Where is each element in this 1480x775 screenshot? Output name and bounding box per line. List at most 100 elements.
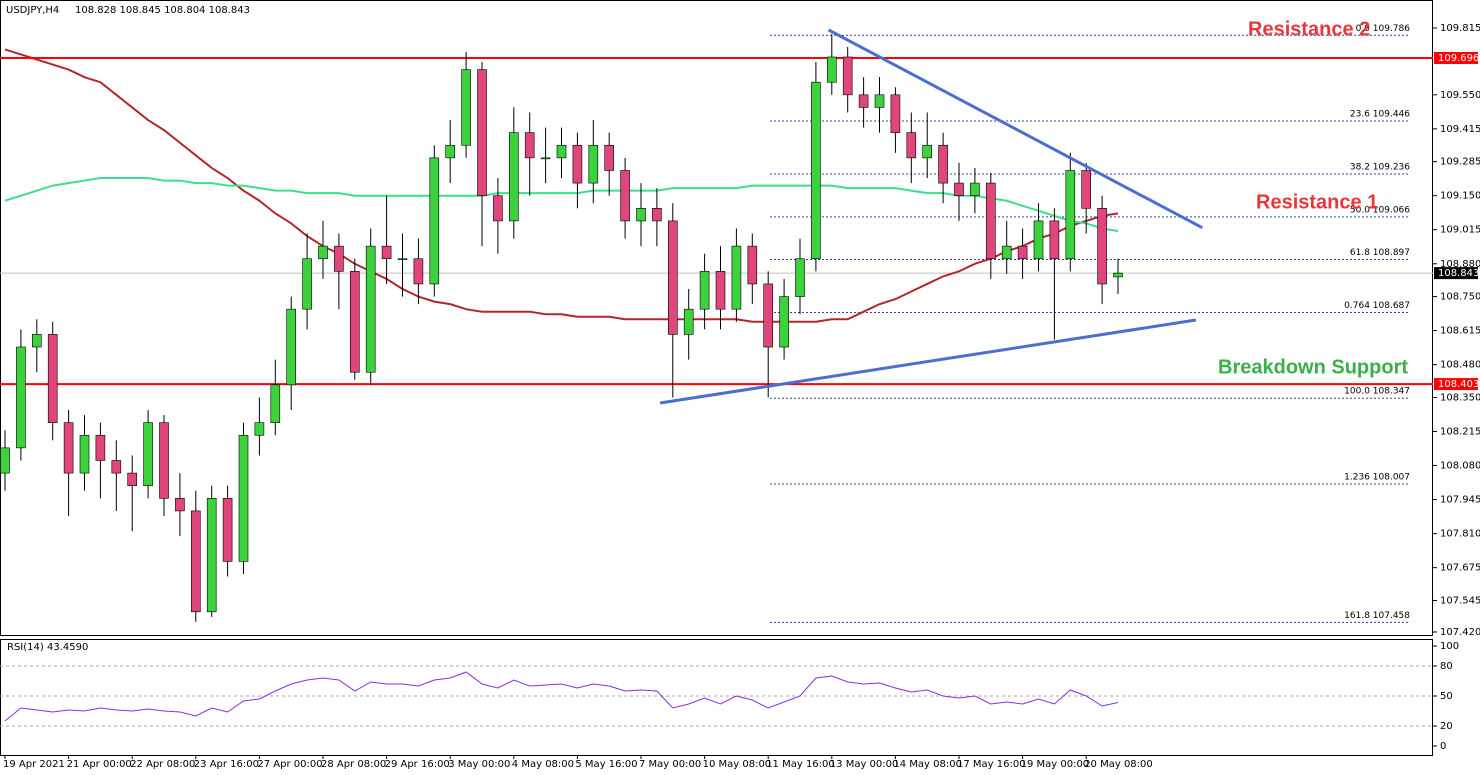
- x-tick-label: 23 Apr 16:00: [194, 759, 259, 770]
- x-tick-label: 10 May 08:00: [703, 759, 772, 770]
- annotation: Resistance 2: [1248, 18, 1370, 40]
- x-tick-label: 19 May 00:00: [1021, 759, 1090, 770]
- price-label: 108.403: [1438, 379, 1479, 390]
- candle-body: [699, 271, 710, 310]
- candle-body: [334, 245, 344, 272]
- fib-label: 50.0 109.066: [1350, 205, 1410, 215]
- fib-label: 61.8 108.897: [1350, 248, 1410, 258]
- x-tick-label: 13 May 00:00: [830, 759, 899, 770]
- candle-body: [397, 258, 408, 261]
- fib-label: 0.0 109.786: [1356, 24, 1411, 34]
- candle-body: [477, 69, 487, 196]
- price-label-box: [1434, 52, 1478, 65]
- candle-body: [318, 245, 328, 260]
- candle-body: [1033, 220, 1044, 260]
- y-tick-label: 109.015: [1440, 225, 1480, 236]
- candle-body: [191, 510, 201, 613]
- header-values: 108.828 108.845 108.804 108.843: [75, 5, 250, 16]
- candle-body: [302, 258, 312, 310]
- fib-label: 161.8 107.458: [1344, 611, 1410, 621]
- x-tick-label: 22 Apr 08:00: [130, 759, 195, 770]
- price-label-box: [1434, 378, 1478, 391]
- candle-body: [636, 208, 646, 222]
- candle-body: [429, 157, 440, 285]
- candle-body: [922, 144, 933, 159]
- moving-average: [4, 177, 1119, 232]
- candle-body: [588, 144, 599, 184]
- fib-label: 23.6 109.446: [1350, 110, 1410, 120]
- candle-body: [540, 157, 551, 160]
- candle-body: [143, 422, 153, 487]
- rsi-tick-label: 50: [1440, 691, 1453, 702]
- x-tick-label: 29 Apr 16:00: [385, 759, 450, 770]
- x-tick-label: 5 May 16:00: [575, 759, 637, 770]
- candle-body: [349, 271, 360, 373]
- x-tick-label: 20 May 08:00: [1084, 759, 1153, 770]
- y-tick-label: 107.945: [1440, 495, 1480, 506]
- price-panel: [0, 0, 1433, 636]
- y-tick-label: 108.750: [1440, 292, 1480, 303]
- x-tick-label: 11 May 16:00: [766, 759, 835, 770]
- y-tick-label: 108.215: [1440, 426, 1480, 437]
- y-tick-label: 108.080: [1440, 461, 1480, 472]
- candle-body: [238, 434, 249, 562]
- rsi-tick-label: 80: [1440, 661, 1453, 672]
- candle-body: [206, 498, 217, 613]
- y-tick-label: 109.285: [1440, 157, 1480, 168]
- y-tick-label: 109.415: [1440, 124, 1480, 135]
- candle-body: [556, 144, 567, 159]
- candle-body: [858, 94, 869, 108]
- rsi-line: [4, 671, 1119, 722]
- x-tick-label: 27 Apr 00:00: [257, 759, 322, 770]
- candle-body: [874, 94, 885, 108]
- candle-body: [524, 132, 535, 159]
- y-tick-label: 107.420: [1440, 627, 1480, 638]
- candle-body: [906, 132, 917, 159]
- candle-body: [826, 56, 837, 83]
- candle-body: [111, 460, 122, 474]
- fib-label: 38.2 109.236: [1350, 163, 1410, 173]
- price-label-box: [1434, 267, 1478, 280]
- y-tick-label: 107.810: [1440, 529, 1480, 540]
- candle-body: [683, 308, 694, 335]
- candle-body: [572, 144, 583, 184]
- rsi-tick-label: 100: [1440, 641, 1459, 652]
- candle-body: [747, 245, 758, 285]
- moving-average: [4, 48, 1119, 323]
- x-tick-label: 3 May 00:00: [448, 759, 510, 770]
- candle-body: [715, 271, 726, 310]
- candle-body: [620, 170, 630, 222]
- candle-body: [970, 182, 980, 196]
- candle-body: [461, 69, 471, 146]
- rsi-tick-label: 0: [1440, 741, 1446, 752]
- candle-body: [159, 422, 169, 499]
- candle-body: [0, 447, 10, 474]
- candle-body: [652, 208, 662, 222]
- candle-body: [731, 245, 742, 310]
- candle-body: [95, 434, 106, 461]
- candle-body: [985, 182, 996, 260]
- rsi-title: RSI(14) 43.4590: [7, 642, 88, 653]
- y-tick-label: 108.480: [1440, 360, 1480, 371]
- candle-body: [381, 245, 392, 260]
- rsi-panel: [0, 639, 1433, 756]
- candle-body: [63, 422, 74, 474]
- candle-body: [1001, 245, 1012, 260]
- candle-body: [938, 144, 948, 184]
- current-price-label: 108.843: [1438, 268, 1479, 279]
- candle-body: [79, 434, 90, 474]
- price-label: 109.696: [1438, 53, 1479, 64]
- annotation: Breakdown Support: [1218, 356, 1408, 378]
- x-tick-label: 17 May 16:00: [957, 759, 1026, 770]
- y-tick-label: 109.815: [1440, 23, 1480, 34]
- candle-body: [254, 422, 265, 436]
- candle-body: [1017, 245, 1028, 260]
- candle-body: [222, 498, 233, 562]
- candle-body: [365, 245, 376, 373]
- rsi-tick-label: 20: [1440, 721, 1453, 732]
- candle-body: [286, 308, 297, 386]
- candle-body: [779, 296, 789, 348]
- y-tick-label: 108.615: [1440, 326, 1480, 337]
- y-tick-label: 107.545: [1440, 595, 1480, 606]
- candle-body: [445, 144, 456, 159]
